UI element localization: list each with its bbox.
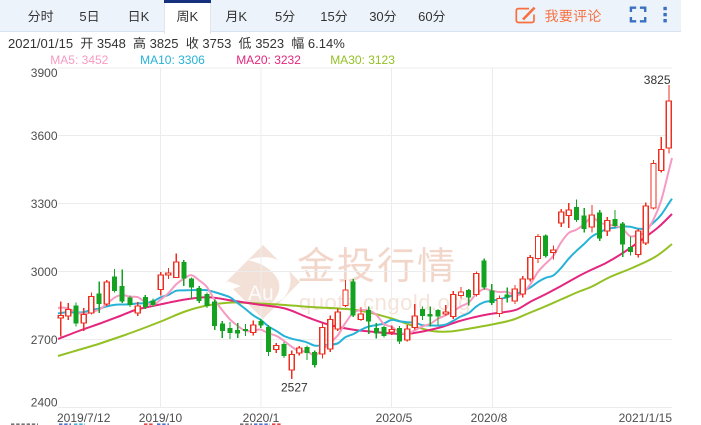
svg-text:2527: 2527 (281, 380, 308, 394)
svg-text:6.14%: 6.14% (308, 36, 345, 51)
svg-text:MA10: 3306: MA10: 3306 (140, 53, 205, 67)
svg-text:2021/01/15: 2021/01/15 (8, 36, 73, 51)
svg-text:MA30: 3123: MA30: 3123 (330, 53, 395, 67)
svg-text:30: 30 (369, 9, 383, 24)
svg-text:2020/1: 2020/1 (243, 411, 280, 425)
svg-text:3300: 3300 (31, 197, 58, 211)
svg-text:3548: 3548 (97, 36, 126, 51)
svg-text:K: K (141, 9, 150, 24)
svg-text:3825: 3825 (644, 73, 671, 87)
svg-text:2020/5: 2020/5 (376, 411, 413, 425)
svg-text:2020/8: 2020/8 (471, 411, 508, 425)
svg-text:5: 5 (275, 9, 282, 24)
svg-text:3900: 3900 (31, 66, 58, 80)
svg-text:2019/7/12: 2019/7/12 (57, 411, 111, 425)
svg-text:5: 5 (79, 9, 86, 24)
svg-text:quote.cngold.org: quote.cngold.org (299, 290, 471, 315)
svg-text:MA5: 3452: MA5: 3452 (50, 53, 108, 67)
svg-text:K: K (190, 9, 199, 24)
svg-text:MA20: 3232: MA20: 3232 (236, 53, 301, 67)
svg-text:3825: 3825 (150, 36, 179, 51)
svg-text:2019/10: 2019/10 (139, 411, 183, 425)
svg-text:3523: 3523 (255, 36, 284, 51)
svg-text:K: K (238, 9, 247, 24)
svg-text:3600: 3600 (31, 129, 58, 143)
svg-text:3753: 3753 (202, 36, 231, 51)
svg-text:60: 60 (418, 9, 432, 24)
svg-text:2400: 2400 (31, 395, 58, 409)
svg-text:3000: 3000 (31, 265, 58, 279)
svg-text:15: 15 (320, 9, 334, 24)
svg-text:2700: 2700 (31, 333, 58, 347)
svg-text:2021/1/15: 2021/1/15 (619, 411, 673, 425)
